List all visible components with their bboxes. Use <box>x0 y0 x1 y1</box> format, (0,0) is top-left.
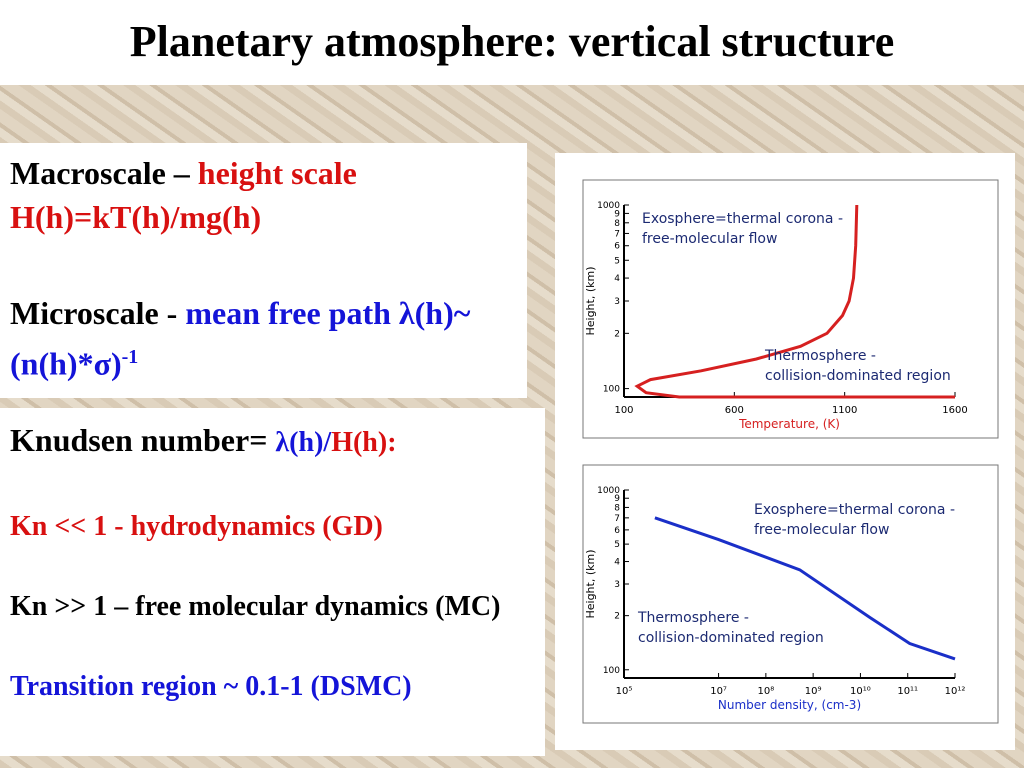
y-tick-label: 6 <box>614 526 620 536</box>
y-tick-label: 4 <box>614 274 620 284</box>
y-tick-label: 1000 <box>597 201 620 211</box>
y-tick-label: 8 <box>614 219 620 229</box>
y-tick-label: 7 <box>614 229 620 239</box>
annotation: Thermosphere - <box>764 348 876 364</box>
y-tick-label: 2 <box>614 329 620 339</box>
x-tick-label: 10¹¹ <box>897 686 918 697</box>
annotation: free-molecular flow <box>642 231 777 247</box>
annotation: free-molecular flow <box>754 522 889 538</box>
y-tick-label: 6 <box>614 242 620 252</box>
label: Macroscale – <box>10 155 198 191</box>
y-tick-label: 100 <box>603 666 620 676</box>
x-axis-label: Number density, (cm-3) <box>718 698 861 712</box>
y-axis-label: Height, (km) <box>584 549 597 618</box>
curve <box>654 516 956 661</box>
annotation: Thermosphere - <box>637 610 749 626</box>
x-tick-label: 600 <box>725 405 744 416</box>
x-tick-label: 10¹⁰ <box>850 686 871 697</box>
x-tick-label: 10¹² <box>945 686 966 697</box>
title: Planetary atmosphere: vertical structure <box>129 17 895 66</box>
y-axis-label: Height, (km) <box>584 266 597 335</box>
x-axis-label: Temperature, (K) <box>738 417 840 431</box>
y-tick-label: 2 <box>614 612 620 622</box>
annotation: Exosphere=thermal corona - <box>754 502 955 518</box>
y-tick-label: 7 <box>614 514 620 524</box>
annotation: collision-dominated region <box>638 630 824 646</box>
height: H(h): <box>331 427 397 458</box>
y-tick-label: 100 <box>603 385 620 395</box>
x-tick-label: 10⁷ <box>710 686 727 697</box>
y-tick-label: 3 <box>614 580 620 590</box>
y-tick-label: 5 <box>614 540 620 550</box>
lambda: λ(h)/ <box>275 427 332 458</box>
label: Knudsen number= <box>10 422 276 458</box>
knudsen-box: Knudsen number= λ(h)/H(h): Kn << 1 - hyd… <box>0 408 545 756</box>
y-tick-label: 9 <box>614 494 620 504</box>
term: mean free path λ(h)~(n(h)*σ) <box>10 295 471 382</box>
y-tick-label: 9 <box>614 209 620 219</box>
y-tick-label: 4 <box>614 558 620 568</box>
y-tick-label: 8 <box>614 503 620 513</box>
annotation: Exosphere=thermal corona - <box>642 211 843 227</box>
label: Microscale - <box>10 295 186 331</box>
x-tick-label: 100 <box>614 405 633 416</box>
annotation: collision-dominated region <box>765 368 951 384</box>
x-tick-label: 1100 <box>832 405 857 416</box>
x-tick-label: 1600 <box>942 405 967 416</box>
kn-transition: Transition region ~ 0.1-1 (DSMC) <box>10 671 412 702</box>
kn-large: Kn >> 1 – free molecular dynamics (MC) <box>10 591 501 622</box>
y-tick-label: 3 <box>614 297 620 307</box>
scale-box: Macroscale – height scale H(h)=kT(h)/mg(… <box>0 143 527 398</box>
x-tick-label: 10⁹ <box>805 686 822 697</box>
y-tick-label: 5 <box>614 256 620 266</box>
y-tick-label: 1000 <box>597 486 620 496</box>
exponent: -1 <box>121 346 139 368</box>
x-tick-label: 10⁸ <box>757 686 774 697</box>
title-band: Planetary atmosphere: vertical structure <box>0 0 1024 85</box>
x-tick-label: 10⁵ <box>616 686 633 697</box>
chart-frame <box>582 464 999 724</box>
kn-small: Kn << 1 - hydrodynamics (GD) <box>10 511 383 542</box>
formula: H(h)=kT(h)/mg(h) <box>10 199 262 235</box>
term: height scale <box>197 155 357 191</box>
curve <box>634 204 955 399</box>
